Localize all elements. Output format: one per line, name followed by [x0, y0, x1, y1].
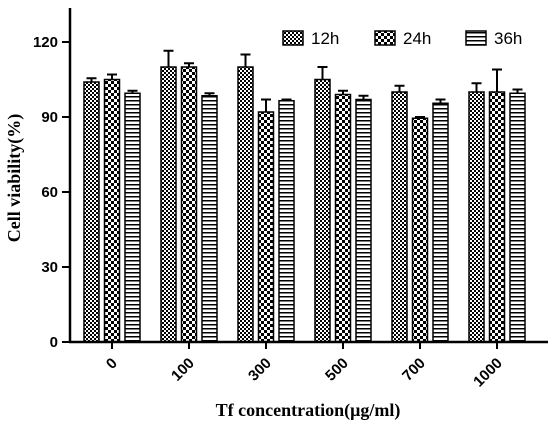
legend-label-36h: 36h: [494, 29, 522, 48]
x-tick-label: 0: [103, 355, 121, 373]
bar-12h-100: [160, 66, 177, 343]
y-axis-title: Cell viability(%): [4, 114, 25, 243]
y-tick-label: 0: [50, 334, 58, 351]
legend-label-12h: 12h: [311, 29, 339, 48]
bar-24h-100: [180, 66, 198, 343]
bar-36h-300: [278, 100, 295, 343]
plot-area: [83, 49, 526, 343]
bar-12h-300: [237, 66, 254, 343]
x-axis-title: Tf concentration(μg/ml): [216, 400, 401, 421]
y-axis-ticks: 0 30 60 90 120: [33, 34, 70, 351]
bar-24h-500: [334, 93, 352, 343]
bar-24h-700: [411, 117, 429, 343]
y-tick-label: 120: [33, 34, 58, 51]
x-axis-ticks: 0 100 300 500 700 1000: [103, 342, 506, 390]
legend-swatch-12h: [282, 30, 304, 46]
x-tick-label: 300: [245, 355, 275, 385]
x-tick-label: 100: [168, 355, 198, 385]
bar-24h-1000: [488, 91, 506, 343]
bar-36h-100: [201, 95, 218, 343]
x-tick-label: 500: [322, 355, 352, 385]
y-tick-label: 90: [41, 109, 58, 126]
bar-12h-700: [391, 91, 408, 343]
bar-12h-0: [83, 81, 100, 343]
bar-12h-1000: [468, 91, 485, 343]
y-tick-label: 30: [41, 259, 58, 276]
bar-24h-300: [257, 111, 275, 343]
y-tick-label: 60: [41, 184, 58, 201]
bar-36h-500: [355, 98, 372, 343]
x-tick-label: 1000: [470, 355, 506, 391]
x-tick-label: 700: [399, 355, 429, 385]
legend-swatch-36h: [465, 30, 487, 46]
bar-12h-500: [314, 78, 331, 343]
legend: 12h 24h 36h: [282, 29, 522, 48]
bar-36h-1000: [509, 92, 526, 343]
legend-swatch-24h: [374, 30, 396, 46]
bar-24h-0: [103, 78, 121, 343]
bar-36h-0: [124, 92, 141, 343]
legend-label-24h: 24h: [403, 29, 431, 48]
bar-36h-700: [432, 102, 449, 343]
